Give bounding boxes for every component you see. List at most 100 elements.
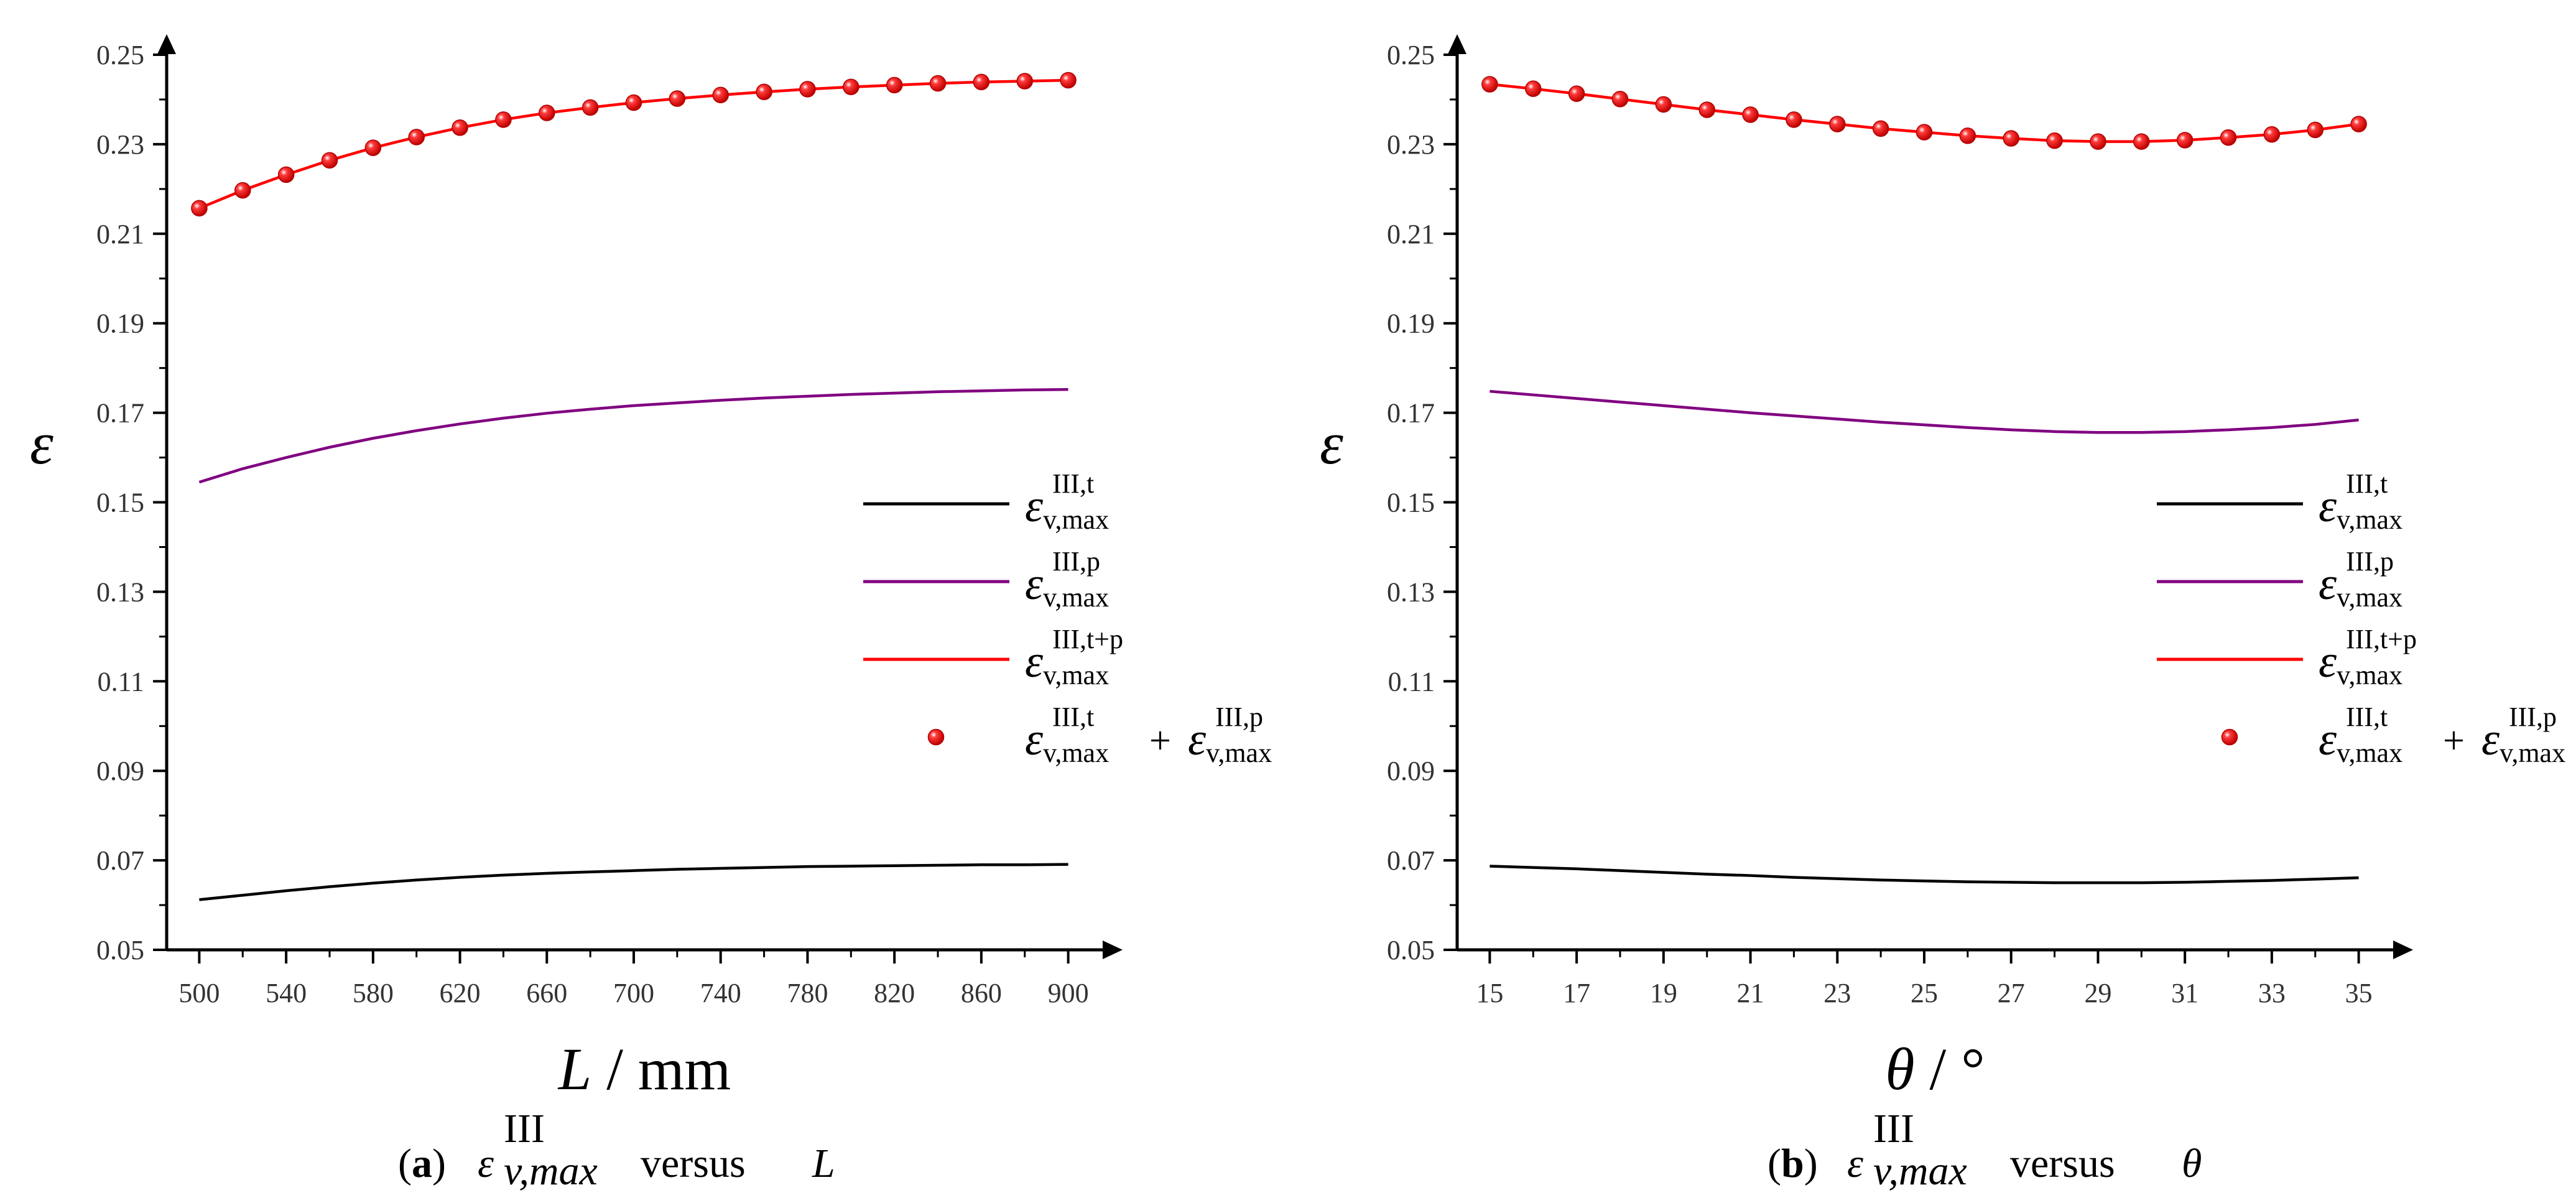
data-point-marker [1959, 127, 1976, 144]
data-point-marker [1568, 85, 1585, 102]
data-point-marker [1016, 73, 1033, 90]
x-tick-label: 27 [1998, 978, 2025, 1008]
data-point-marker [2046, 132, 2063, 149]
legend-label: εv,max [1025, 636, 1109, 690]
x-tick-label: 31 [2171, 978, 2198, 1008]
series-line-p [1490, 389, 2359, 434]
data-point-marker [1481, 76, 1498, 93]
data-point-marker [191, 200, 208, 217]
legend-label: εv,max [2481, 714, 2565, 768]
legend-plus: + [1149, 720, 1171, 762]
data-point-marker [321, 152, 338, 169]
data-point-marker [2003, 130, 2019, 147]
y-tick-label: 0.05 [1387, 935, 1435, 965]
legend-superscript: III,t [2346, 702, 2388, 732]
legend-label: εv,max [2319, 714, 2402, 768]
y-tick-label: 0.11 [98, 666, 144, 697]
y-tick-label: 0.19 [1387, 309, 1435, 339]
data-point-marker [495, 111, 512, 128]
series-line-p [198, 388, 1068, 484]
x-tick-label: 17 [1563, 978, 1590, 1008]
data-point-marker [625, 94, 642, 111]
data-point-marker [2090, 133, 2106, 150]
y-tick-label: 0.21 [96, 219, 144, 249]
x-tick-label: 29 [2084, 978, 2111, 1008]
y-tick-label: 0.09 [1387, 756, 1435, 786]
caption-param: θ [2182, 1141, 2202, 1186]
series-line-t [1490, 865, 2359, 885]
x-axis-arrow-icon [1103, 941, 1123, 959]
y-tick-label: 0.17 [96, 398, 144, 429]
caption-superscript: III [1873, 1106, 1914, 1151]
legend-label: εv,max [1025, 559, 1109, 613]
y-tick-label: 0.15 [1387, 488, 1435, 518]
data-point-marker [581, 99, 599, 116]
data-point-marker [1829, 116, 1846, 132]
series-line-t [199, 863, 1068, 901]
data-point-marker [712, 86, 729, 104]
y-axis-title: ε [1320, 410, 1343, 476]
data-point-marker [843, 78, 859, 96]
legend-superscript: III,p [2346, 546, 2394, 577]
y-tick-label: 0.19 [96, 309, 144, 339]
data-point-marker [886, 77, 903, 94]
y-axis-arrow-icon [157, 34, 176, 54]
panel-a: 0.05 0.07 0.09 0.11 0.13 0.15 0.17 0.19 0.21 0.23… [30, 34, 1272, 1194]
x-tick-label: 19 [1650, 978, 1677, 1008]
x-tick-label: 620 [440, 978, 481, 1008]
legend-superscript: III,t [1052, 468, 1094, 499]
x-axis-arrow-icon [2393, 941, 2413, 959]
y-tick-label: 0.21 [1387, 219, 1435, 249]
caption-tag: (b) [1768, 1141, 1818, 1186]
caption-word: versus [641, 1141, 746, 1186]
x-tick-label: 740 [700, 978, 741, 1008]
x-tick-label: 780 [787, 978, 828, 1008]
data-point-marker [1698, 101, 1715, 118]
legend-label: εv,max [2319, 636, 2402, 690]
caption-superscript: III [504, 1106, 545, 1151]
x-tick-label: 23 [1823, 978, 1851, 1008]
y-tick-label: 0.13 [96, 577, 144, 607]
y-axis-arrow-icon [1448, 34, 1466, 54]
caption-variable: ε [1847, 1141, 1863, 1186]
y-tick-label: 0.11 [1388, 666, 1435, 697]
data-point-marker [408, 129, 425, 146]
x-axis-title: θ / ° [1885, 1036, 1985, 1102]
legend-marker-icon [927, 728, 945, 746]
x-tick-label: 500 [178, 978, 220, 1008]
y-tick-label: 0.15 [96, 488, 144, 518]
x-tick-label: 900 [1048, 978, 1089, 1008]
legend-marker-icon [2221, 728, 2238, 746]
caption-subscript: v,max [504, 1148, 598, 1194]
data-point-marker [973, 73, 990, 91]
caption-variable: ε [478, 1141, 494, 1186]
data-point-marker [1611, 90, 1629, 108]
legend-label: εv,max [1025, 714, 1109, 768]
x-tick-label: 580 [353, 978, 394, 1008]
y-tick-label: 0.25 [1387, 40, 1435, 70]
y-tick-label: 0.09 [96, 756, 144, 786]
data-point-marker [929, 75, 947, 92]
caption-tag: (a) [398, 1141, 446, 1186]
y-axis-title: ε [30, 410, 53, 476]
legend-label: εv,max [1025, 481, 1109, 535]
legend-label: εv,max [2319, 559, 2402, 613]
data-point-marker [1786, 111, 1802, 128]
data-point-marker [669, 90, 686, 107]
panel-b: 0.05 0.07 0.09 0.11 0.13 0.15 0.17 0.19 0.21 0.23… [1320, 34, 2565, 1194]
caption-subscript: v,max [1873, 1148, 1967, 1194]
data-point-marker [452, 119, 468, 136]
caption-param: L [812, 1141, 835, 1186]
x-tick-label: 660 [526, 978, 567, 1008]
data-point-marker [799, 81, 816, 98]
x-tick-label: 820 [874, 978, 915, 1008]
legend-plus: + [2443, 720, 2465, 762]
data-point-marker [539, 105, 555, 121]
x-tick-label: 540 [266, 978, 307, 1008]
